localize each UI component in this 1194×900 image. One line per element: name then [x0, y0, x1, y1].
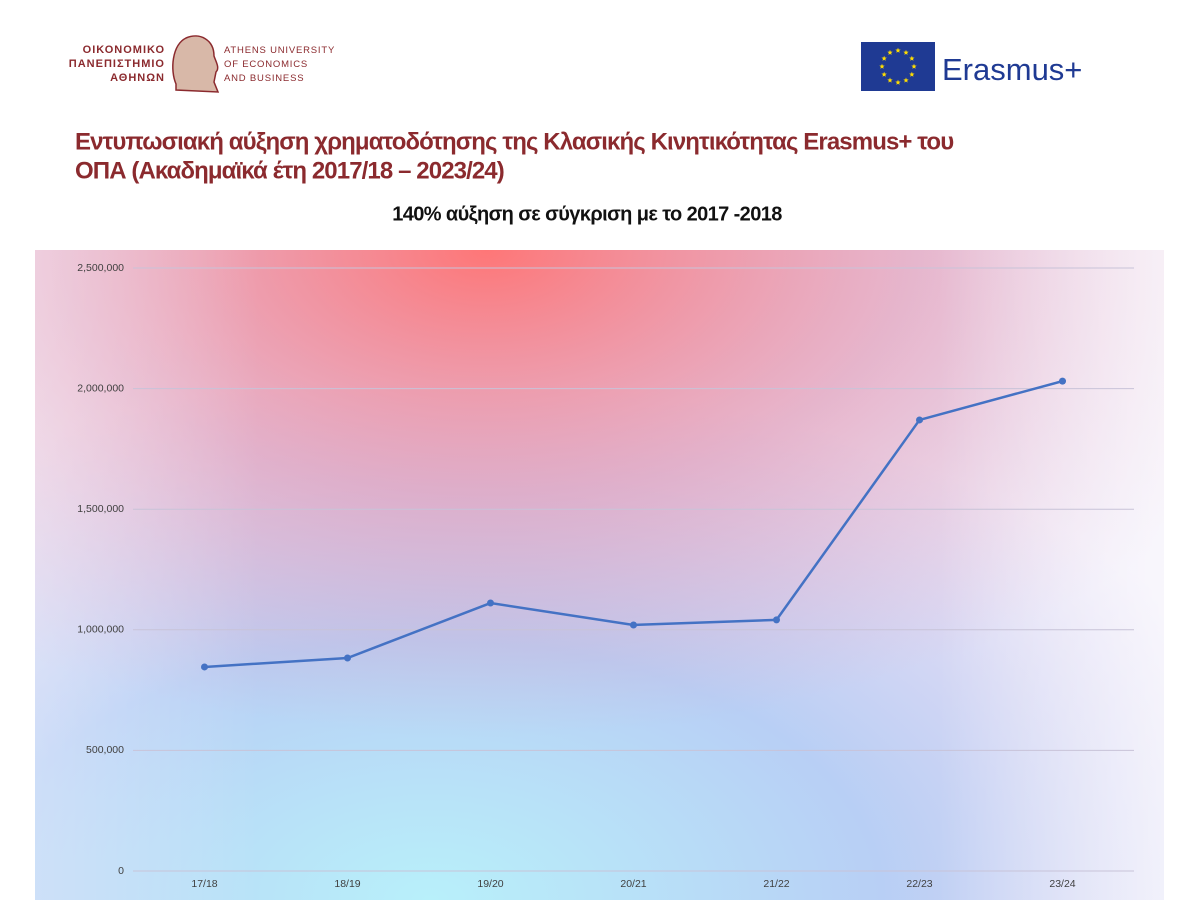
logo-text: OF ECONOMICS [224, 59, 308, 70]
erasmus-text: Erasmus+ [942, 52, 1082, 87]
x-tick-label: 18/19 [334, 878, 360, 890]
data-point [773, 616, 780, 624]
x-tick-label: 21/22 [763, 878, 789, 890]
university-logo: ΟΙΚΟΝΟΜΙΚΟ ΠΑΝΕΠΙΣΤΗΜΙΟ ΑΘΗΝΩΝ ATHENS UN… [69, 35, 335, 93]
y-tick-label: 1,000,000 [77, 624, 124, 636]
x-tick-label: 20/21 [620, 878, 646, 890]
eu-star [887, 77, 893, 83]
logo-text: ΠΑΝΕΠΙΣΤΗΜΙΟ [69, 58, 165, 70]
eu-star [881, 71, 887, 77]
eu-star [879, 63, 885, 69]
eu-star [909, 55, 915, 61]
eu-stars [879, 47, 917, 85]
eu-star [911, 63, 917, 69]
chart-background [35, 250, 1164, 900]
y-tick-label: 1,500,000 [77, 503, 124, 515]
y-tick-label: 0 [118, 865, 124, 877]
x-tick-label: 22/23 [906, 878, 932, 890]
y-tick-label: 2,000,000 [77, 382, 124, 394]
y-tick-label: 2,500,000 [77, 262, 124, 274]
x-tick-label: 23/24 [1049, 878, 1075, 890]
eu-star [895, 47, 901, 53]
logo-text: AND BUSINESS [224, 73, 304, 84]
eu-star [881, 55, 887, 61]
x-tick-label: 19/20 [477, 878, 503, 890]
slide-title: ΟΠΑ (Ακαδημαϊκά έτη 2017/18 – 2023/24) [75, 157, 504, 184]
erasmus-logo: Erasmus+ [861, 42, 1082, 91]
slide-title: Εντυπωσιακή αύξηση χρηματοδότησης της Κλ… [75, 128, 953, 155]
logo-text: ΟΙΚΟΝΟΜΙΚΟ [83, 44, 165, 56]
eu-star [903, 49, 909, 55]
eu-star [903, 77, 909, 83]
data-point [201, 663, 208, 671]
data-point [487, 599, 494, 607]
plot: 0 500,000 1,000,000 1,500,000 2,000,000 2,500… [77, 262, 1134, 890]
data-point [916, 416, 923, 424]
eu-star [887, 49, 893, 55]
eu-star [909, 71, 915, 77]
data-point [1059, 377, 1066, 385]
x-tick-label: 17/18 [191, 878, 217, 890]
logo-text: ATHENS UNIVERSITY [224, 45, 335, 56]
eu-star [895, 79, 901, 85]
y-tick-label: 500,000 [86, 744, 124, 756]
data-point [344, 654, 351, 662]
data-point [630, 621, 637, 629]
chart-title: 140% αύξηση σε σύγκριση με το 2017 -2018 [392, 203, 782, 225]
logo-text: ΑΘΗΝΩΝ [110, 72, 165, 84]
logo-head [172, 35, 220, 93]
